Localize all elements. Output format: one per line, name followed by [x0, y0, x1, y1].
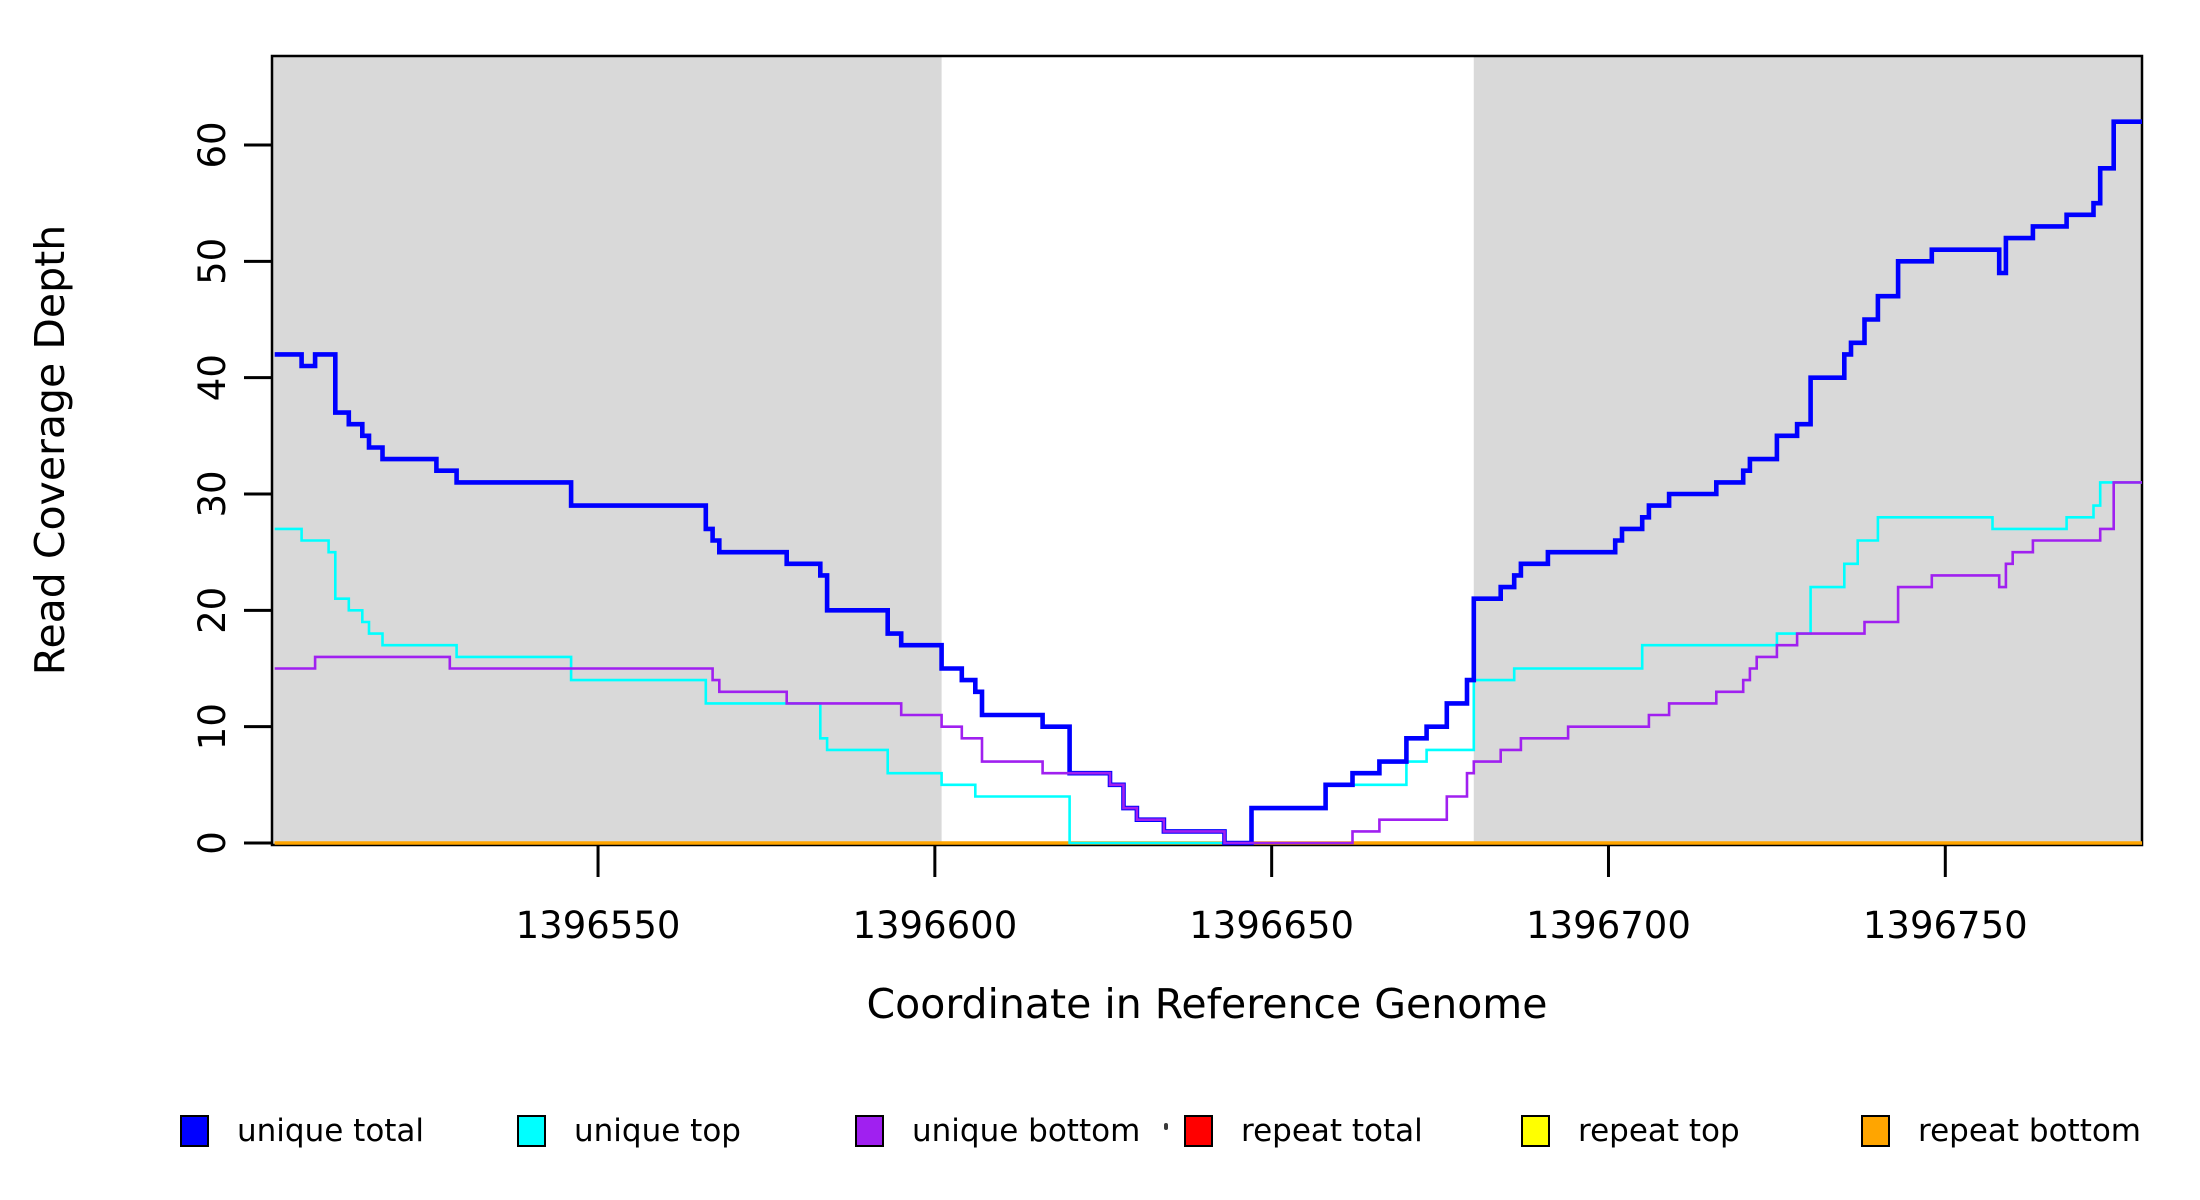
y-tick-label: 60	[191, 121, 234, 168]
y-tick-label: 10	[191, 703, 234, 750]
series-unique-bottom	[274, 481, 2142, 845]
shaded-region-0	[272, 56, 942, 844]
plot-area: 1396550 1396600 1396650 1396700 1396750 0 10 20…	[191, 54, 2144, 947]
x-tick-label: 1396750	[1863, 904, 2028, 947]
shaded-region-1	[1473, 56, 2142, 844]
series-unique-total	[274, 119, 2142, 846]
x-tick-label: 1396550	[516, 904, 681, 947]
y-tick-label: 40	[191, 354, 234, 401]
y-tick-label: 20	[191, 587, 234, 634]
y-axis-title: Read Coverage Depth	[26, 225, 74, 675]
y-tick-label: 50	[191, 238, 234, 285]
x-tick-label: 1396650	[1189, 904, 1354, 947]
x-tick-label: 1396700	[1526, 904, 1691, 947]
x-axis-title: Coordinate in Reference Genome	[867, 980, 1548, 1028]
series-unique-top	[274, 481, 2142, 845]
x-tick-label: 1396600	[852, 904, 1017, 947]
plot-border	[270, 54, 2144, 847]
y-tick-label: 30	[191, 470, 234, 517]
y-tick-label: 0	[191, 831, 234, 855]
